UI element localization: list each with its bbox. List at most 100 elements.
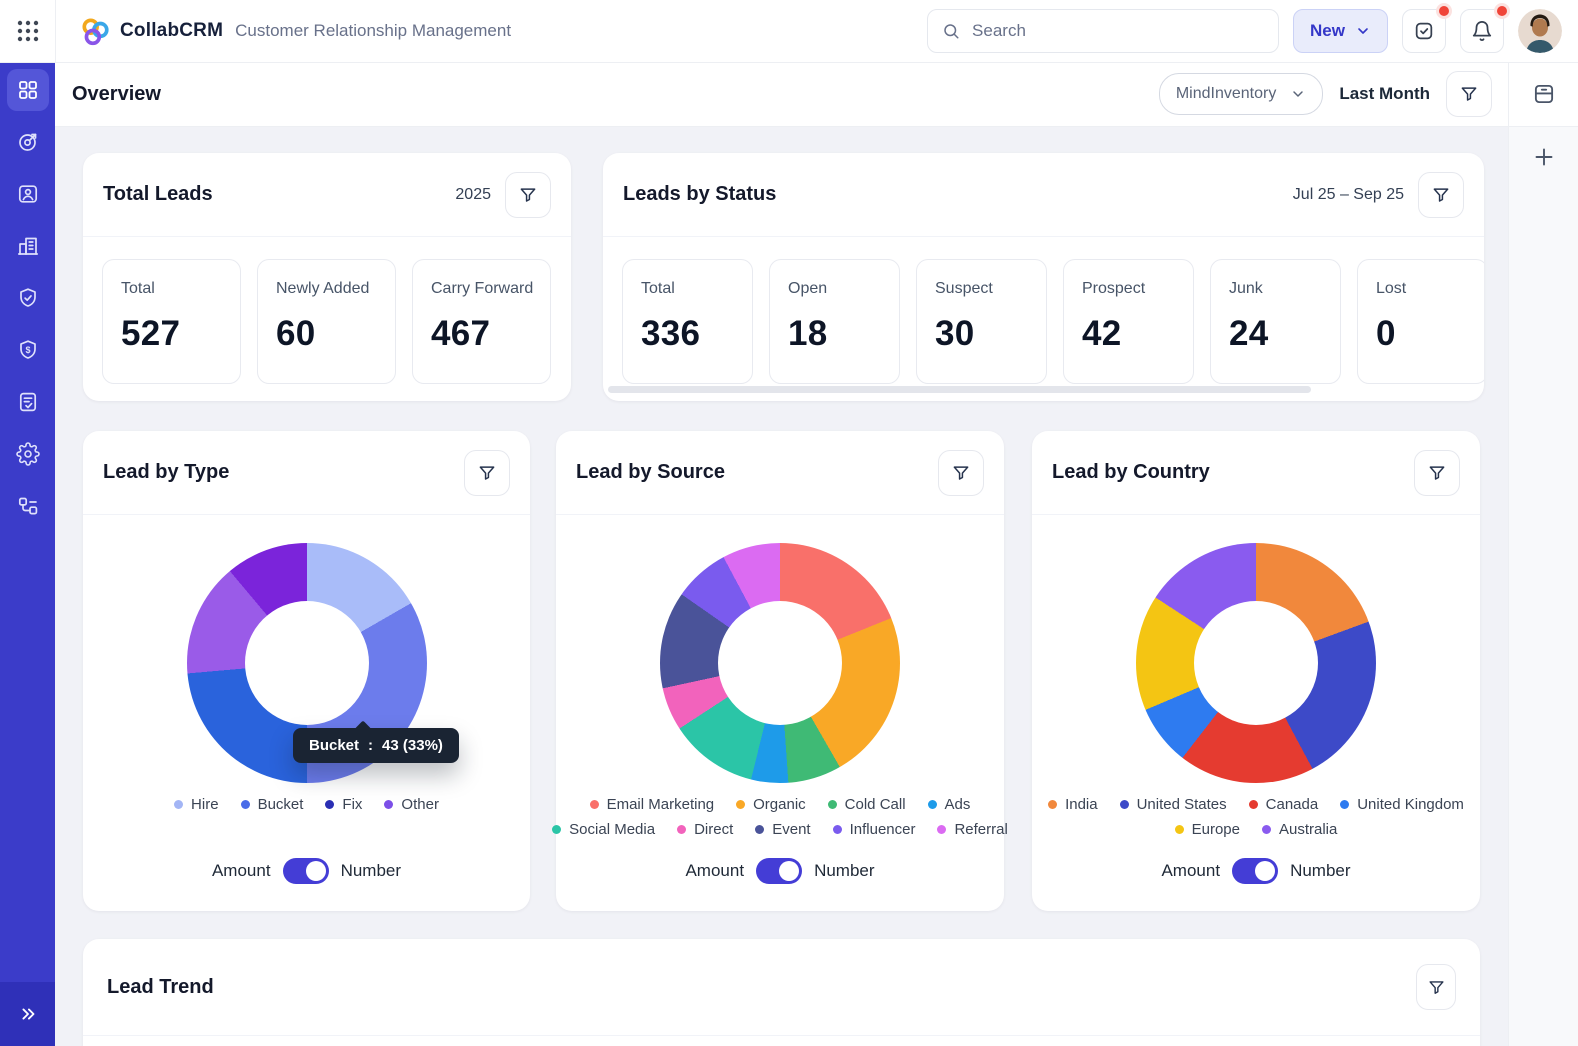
total-leads-filter-button[interactable] bbox=[505, 171, 551, 218]
lead-by-country-filter-button[interactable] bbox=[1414, 449, 1460, 496]
lead-by-type-card: Lead by Type Hire Bucket Fix Other Amount N… bbox=[83, 431, 530, 911]
donut-chart[interactable] bbox=[660, 543, 900, 783]
search-box[interactable] bbox=[927, 9, 1280, 53]
legend-dot-icon bbox=[325, 800, 335, 809]
legend-label: United Kingdom bbox=[1357, 796, 1464, 813]
legend-dot-icon bbox=[832, 825, 842, 834]
legend-item[interactable]: Organic bbox=[736, 796, 806, 813]
lead-by-type-filter-button[interactable] bbox=[464, 449, 510, 496]
search-input[interactable] bbox=[970, 20, 1265, 42]
right-rail bbox=[1508, 62, 1578, 1046]
filter-funnel-icon bbox=[1461, 87, 1477, 101]
double-chevron-right-icon bbox=[21, 1008, 34, 1020]
period-label: Last Month bbox=[1339, 84, 1430, 103]
legend-dot-icon bbox=[927, 800, 937, 809]
stat-tile-open: Open 18 bbox=[769, 259, 900, 384]
legend-label: Cold Call bbox=[844, 796, 906, 813]
chart-legend: Hire Bucket Fix Other bbox=[83, 796, 530, 852]
amount-number-toggle[interactable] bbox=[756, 858, 803, 884]
legend-dot-icon bbox=[677, 825, 687, 834]
legend-label: Organic bbox=[753, 796, 806, 813]
legend-item[interactable]: Canada bbox=[1248, 796, 1318, 813]
notification-dot bbox=[1497, 6, 1507, 16]
legend-item[interactable]: Hire bbox=[174, 796, 219, 813]
legend-item[interactable]: Event bbox=[755, 821, 811, 838]
stat-value: 0 bbox=[1376, 314, 1396, 353]
stat-tile-lost: Lost 0 bbox=[1357, 259, 1484, 384]
card-period: 2025 bbox=[455, 185, 491, 203]
legend-item[interactable]: Europe bbox=[1174, 821, 1240, 838]
legend-item[interactable]: Bucket bbox=[240, 796, 304, 813]
legend-dot-icon bbox=[1048, 800, 1058, 809]
legend-item[interactable]: Influencer bbox=[832, 821, 916, 838]
gear-icon bbox=[15, 442, 40, 466]
org-selector-dropdown[interactable]: MindInventory bbox=[1158, 73, 1324, 115]
legend-item[interactable]: Direct bbox=[677, 821, 733, 838]
grid-dashboard-icon bbox=[18, 81, 37, 99]
legend-item[interactable]: Email Marketing bbox=[589, 796, 715, 813]
sidebar-item-integrations[interactable] bbox=[7, 485, 49, 527]
legend-label: Social Media bbox=[569, 821, 656, 838]
stat-value: 60 bbox=[276, 314, 316, 353]
chevron-down-icon bbox=[1358, 28, 1368, 34]
filter-funnel-icon bbox=[479, 465, 495, 480]
task-check-icon bbox=[1415, 22, 1433, 40]
tasks-button[interactable] bbox=[1402, 6, 1449, 53]
main-content: Overview MindInventory Last Month Total … bbox=[55, 62, 1509, 1046]
app-tagline: Customer Relationship Management bbox=[235, 21, 512, 40]
sidebar-item-contacts[interactable] bbox=[7, 173, 49, 215]
legend-item[interactable]: Australia bbox=[1262, 821, 1337, 838]
legend-item[interactable]: Referral bbox=[937, 821, 1008, 838]
toggle-knob bbox=[1255, 861, 1276, 881]
stat-label: Prospect bbox=[1082, 280, 1146, 297]
target-arrow-icon bbox=[18, 133, 36, 151]
chevron-down-icon bbox=[1293, 91, 1304, 97]
sidebar-item-tasks[interactable] bbox=[7, 381, 49, 423]
donut-chart[interactable] bbox=[1136, 543, 1376, 783]
legend-dot-icon bbox=[240, 800, 250, 809]
legend-item[interactable]: United Kingdom bbox=[1340, 796, 1464, 813]
stat-tile-prospect: Prospect 42 bbox=[1063, 259, 1194, 384]
lead-by-source-filter-button[interactable] bbox=[938, 449, 984, 496]
sidebar-item-leads[interactable] bbox=[7, 121, 49, 163]
lead-trend-filter-button[interactable] bbox=[1416, 964, 1456, 1010]
legend-item[interactable]: Other bbox=[384, 796, 439, 813]
legend-label: Bucket bbox=[257, 796, 304, 813]
horizontal-scrollbar[interactable] bbox=[608, 386, 1311, 393]
new-button[interactable]: New bbox=[1293, 9, 1388, 53]
sidebar-item-dashboard[interactable] bbox=[6, 69, 49, 111]
legend-label: Email Marketing bbox=[606, 796, 715, 813]
stat-label: Lost bbox=[1376, 280, 1407, 297]
notifications-button[interactable] bbox=[1460, 6, 1507, 53]
sidebar-item-settings[interactable] bbox=[7, 433, 49, 475]
stat-value: 42 bbox=[1082, 314, 1122, 353]
legend-dot-icon bbox=[1340, 800, 1350, 809]
sidebar-expand-button[interactable] bbox=[0, 982, 55, 1046]
filter-funnel-icon bbox=[953, 465, 969, 480]
legend-item[interactable]: India bbox=[1048, 796, 1098, 813]
rail-add-button[interactable] bbox=[1509, 127, 1578, 187]
amount-number-toggle[interactable] bbox=[1232, 858, 1279, 884]
card-title: Lead by Country bbox=[1052, 461, 1210, 483]
rail-board-button[interactable] bbox=[1509, 62, 1578, 127]
legend-item[interactable]: Ads bbox=[927, 796, 970, 813]
sidebar-item-approvals[interactable] bbox=[7, 277, 49, 319]
legend-label: Australia bbox=[1279, 821, 1338, 838]
sidebar-item-companies[interactable] bbox=[7, 225, 49, 267]
legend-label: Influencer bbox=[849, 821, 916, 838]
leads-by-status-filter-button[interactable] bbox=[1418, 171, 1464, 218]
legend-item[interactable]: Social Media bbox=[552, 821, 655, 838]
legend-item[interactable]: Fix bbox=[325, 796, 362, 813]
new-button-label: New bbox=[1310, 21, 1345, 40]
user-avatar[interactable] bbox=[1518, 9, 1562, 53]
chart-legend: Email Marketing Organic Cold Call Ads Social… bbox=[552, 796, 1008, 852]
legend-item[interactable]: United States bbox=[1119, 796, 1227, 813]
legend-item[interactable]: Cold Call bbox=[827, 796, 906, 813]
sidebar-item-billing[interactable]: $ bbox=[7, 329, 49, 371]
app-header: CollabCRM Customer Relationship Manageme… bbox=[0, 0, 1578, 63]
tooltip-label: Bucket bbox=[309, 737, 360, 754]
amount-number-toggle[interactable] bbox=[282, 858, 329, 884]
apps-launcher-button[interactable] bbox=[0, 0, 56, 62]
overview-filter-button[interactable] bbox=[1446, 71, 1492, 117]
org-nodes-icon bbox=[18, 497, 37, 515]
